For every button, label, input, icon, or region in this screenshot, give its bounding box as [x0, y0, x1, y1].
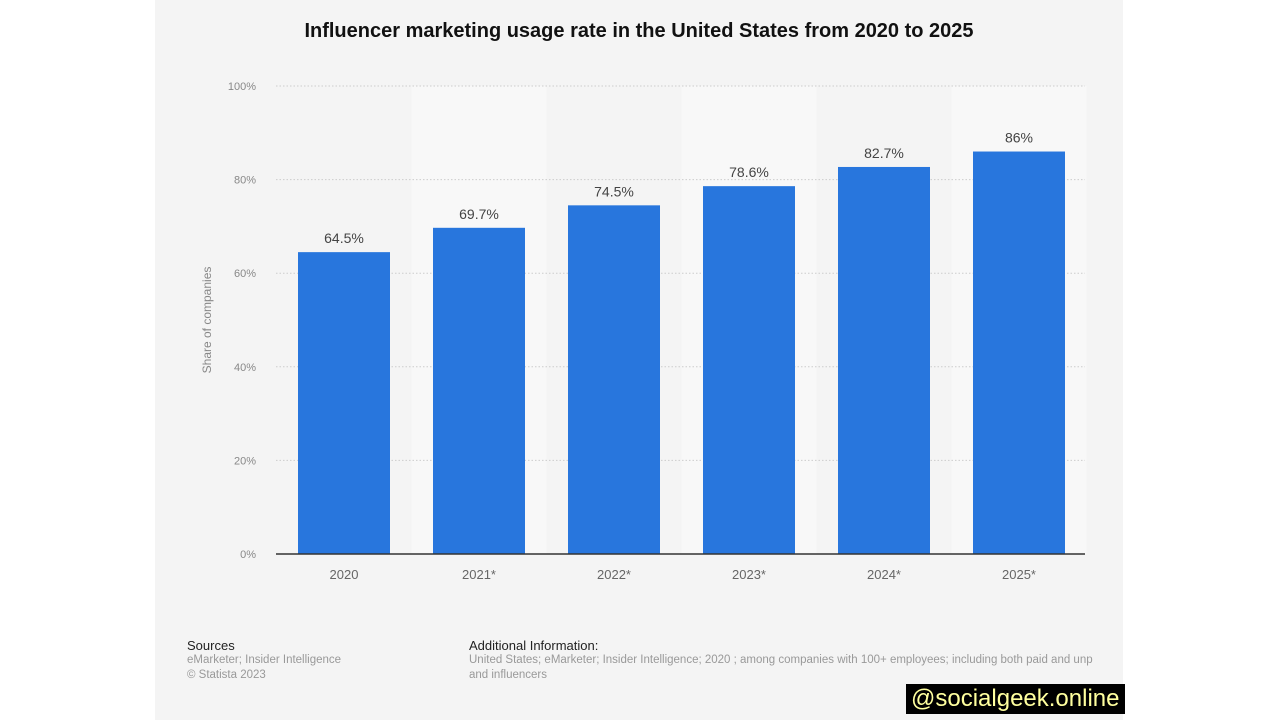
data-label: 86% [1005, 130, 1033, 146]
y-axis-label: Share of companies [200, 267, 214, 374]
bar [973, 151, 1065, 554]
additional-text-2: and influencers [469, 669, 547, 681]
data-label: 69.7% [459, 206, 499, 222]
x-tick-label: 2023* [732, 567, 766, 582]
y-tick-label: 60% [234, 268, 256, 280]
bar [568, 205, 660, 554]
x-tick-label: 2024* [867, 567, 901, 582]
data-label: 78.6% [729, 164, 769, 180]
x-tick-label: 2022* [597, 567, 631, 582]
data-label: 64.5% [324, 230, 364, 246]
additional-info-block: Additional Information: United States; e… [469, 638, 1123, 683]
sources-block: Sources eMarketer; Insider Intelligence … [187, 638, 341, 683]
sources-heading: Sources [187, 638, 235, 653]
data-label: 74.5% [594, 183, 634, 199]
y-tick-label: 100% [228, 81, 256, 93]
x-tick-label: 2021* [462, 567, 496, 582]
bar [703, 186, 795, 555]
bar [298, 252, 390, 554]
additional-text-1: United States; eMarketer; Insider Intell… [469, 654, 1093, 666]
bar [433, 227, 525, 554]
y-tick-label: 20% [234, 455, 256, 467]
bar [838, 166, 930, 555]
copyright-text: © Statista 2023 [187, 669, 266, 681]
chart-title: Influencer marketing usage rate in the U… [304, 20, 974, 42]
data-label: 82.7% [864, 145, 904, 161]
y-tick-label: 0% [240, 549, 256, 561]
sources-text: eMarketer; Insider Intelligence [187, 654, 342, 666]
watermark: @socialgeek.online [906, 684, 1125, 714]
y-tick-label: 40% [234, 362, 256, 374]
x-tick-label: 2020 [330, 567, 359, 582]
additional-heading: Additional Information: [469, 638, 599, 653]
y-tick-label: 80% [234, 175, 256, 187]
x-tick-label: 2025* [1002, 567, 1036, 582]
